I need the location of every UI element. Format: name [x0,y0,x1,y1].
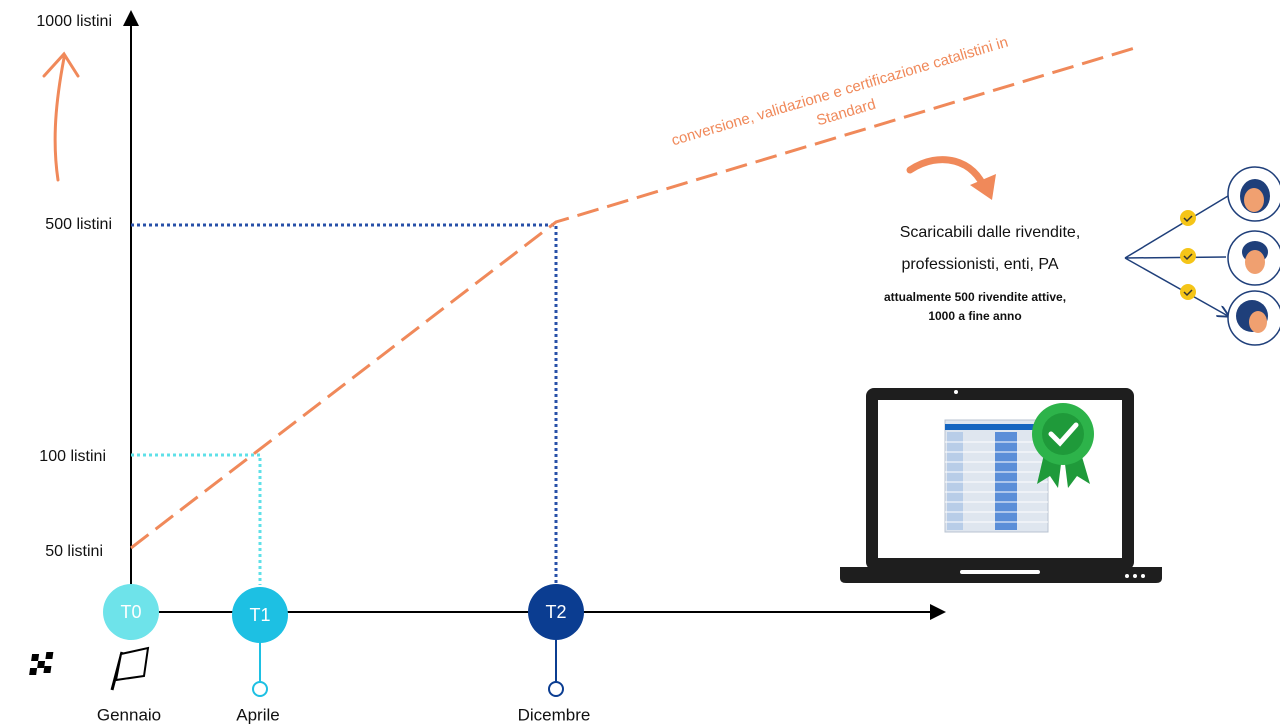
milestone-label: T1 [249,605,270,625]
milestone-label: T2 [545,602,566,622]
milestone [528,584,584,640]
milestone-dot [252,681,268,697]
axis-label: 1000 listini [36,13,112,30]
milestone-label: T0 [120,602,141,622]
trend-line [130,45,1139,550]
checkered-flag [29,646,150,691]
milestone [232,587,288,643]
annotation: conversione, validazione e certificazion… [670,34,1011,150]
milestone-date: Dicembre [518,705,591,724]
growth-arrow [42,51,80,182]
milestone-date: Gennaio [97,705,161,724]
info-text: professionisti, enti, PA [901,256,1058,273]
axis-label: 100 listini [39,448,106,465]
laptop [840,388,1162,583]
axis-label: 500 listini [45,216,112,233]
guide-t1 [131,453,262,585]
milestone [103,584,159,640]
guide-t2 [131,223,558,585]
axis-label: 50 listini [45,543,103,560]
info-text: Scaricabili dalle rivendite, [900,224,1081,241]
curved-arrow-head [970,174,996,200]
info-bold: attualmente 500 rivendite attive, [884,290,1066,304]
info-bold: 1000 a fine anno [928,309,1021,323]
audience [1124,166,1280,346]
milestone-dot [548,681,564,697]
milestone-date: Aprile [236,705,279,724]
